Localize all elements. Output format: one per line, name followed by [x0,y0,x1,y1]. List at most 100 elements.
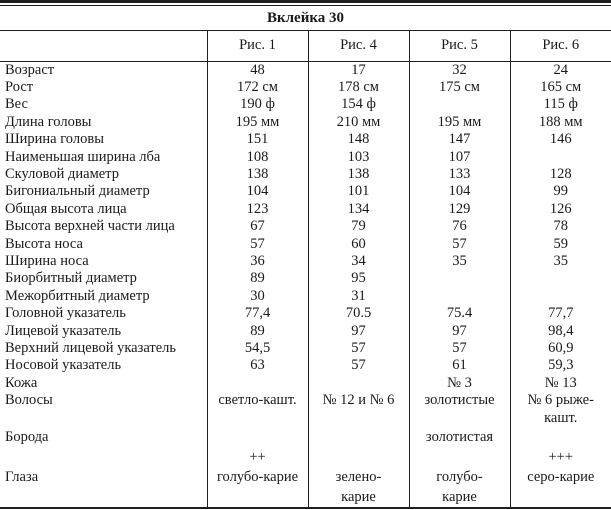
cell-fig1: 30 [206,287,308,306]
cell-fig5: 129 [408,200,510,219]
cell-fig1: 104 [206,183,308,201]
row-label: Скуловой диаметр [5,165,119,182]
cell-fig1: 67 [206,218,308,236]
row-label: Носовой указатель [5,357,122,374]
cell-fig6: 78 [509,218,611,236]
cell-fig1: 36 [206,252,308,271]
cell-fig5: 35 [408,252,510,271]
cell-fig4: 57 [307,340,409,358]
cell-fig4: 103 [307,148,409,166]
cell-fig6: 99 [509,183,611,201]
row-label: Борода [5,429,49,446]
cell-fig6: 60,9 [509,340,611,358]
cell-fig6: 188 мм [509,113,611,132]
cell-fig6: 59,3 [509,357,611,375]
cell-fig4: 79 [307,218,409,236]
table-row: Общая высота лица 123 134 129 126 [0,200,611,219]
cell-fig1: 89 [206,270,308,288]
cell-fig4: 148 [307,131,409,149]
cell-fig1: голубо-карие [206,467,308,509]
cell-fig5 [408,447,510,468]
cell-fig1: 172 см [206,78,308,97]
cell-fig6: 128 [509,165,611,184]
cell-fig1 [206,374,308,393]
cell-fig5: 107 [408,148,510,166]
cell-fig6: 165 см [509,78,611,97]
cell-fig5: 147 [408,131,510,149]
row-label: Биорбитный диаметр [5,270,137,287]
cell-fig6: 59 [509,235,611,253]
cell-fig4: № 12 и № 6 [307,392,409,428]
header-row: Рис. 1 Рис. 4 Рис. 5 Рис. 6 [0,31,611,62]
row-label: Рост [5,78,34,95]
cell-fig5: 97 [408,322,510,340]
row-label: Вес [5,96,28,113]
row-label: Наименьшая ширина лба [5,148,161,165]
table-title: Вклейка 30 [0,6,611,31]
cell-fig4: 70.5 [307,305,409,323]
cell-fig5 [408,287,510,306]
column-header-fig5: Рис. 5 [408,31,510,62]
cell-fig5: 32 [408,61,510,79]
cell-fig4: 97 [307,322,409,340]
cell-fig1: ++ [206,447,308,468]
row-label: Головной указатель [5,305,126,322]
table-row: Лицевой указатель 89 97 97 98,4 [0,322,611,340]
cell-fig1: 89 [206,322,308,340]
cell-fig1: 54,5 [206,340,308,358]
table-row: Бигониальный диаметр 104 101 104 99 [0,183,611,201]
cell-fig5: 133 [408,165,510,184]
cell-fig1: 190 ф [206,96,308,114]
cell-fig1: 138 [206,165,308,184]
table-row: Волосы светло-кашт. № 12 и № 6 золотисты… [0,392,611,428]
row-label: Верхний лицевой указатель [5,340,177,356]
table-row: Возраст 48 17 32 24 [0,61,611,79]
table-row: Борода золотистая [0,427,611,448]
row-label: Бигониальный диаметр [5,183,150,200]
cell-fig6 [509,148,611,166]
cell-fig6: +++ [509,447,611,468]
anthropometric-table: Рис. 1 Рис. 4 Рис. 5 Рис. 6 Возраст 48 1… [0,31,611,510]
cell-fig1: 151 [206,131,308,149]
row-label: Кожа [5,374,38,391]
row-label: Волосы [5,392,53,409]
cell-fig5 [408,96,510,114]
cell-fig4: 178 см [307,78,409,97]
table-row: Наименьшая ширина лба 108 103 107 [0,148,611,166]
table-row: Носовой указатель 63 57 61 59,3 [0,357,611,375]
table-row: Ширина носа 36 34 35 35 [0,252,611,271]
cell-fig1: 57 [206,235,308,253]
table-row: Головной указатель 77,4 70.5 75.4 77,7 [0,305,611,323]
cell-fig6: 77,7 [509,305,611,323]
cell-fig4: 31 [307,287,409,306]
cell-fig1: 108 [206,148,308,166]
cell-fig4: 57 [307,357,409,375]
column-header-fig1: Рис. 1 [206,31,308,62]
column-header-fig6: Рис. 6 [509,31,611,62]
cell-fig5 [408,270,510,288]
cell-fig1 [206,427,308,448]
cell-fig5: 175 см [408,78,510,97]
cell-fig5: голубо- карие [408,467,510,509]
cell-fig6: 146 [509,131,611,149]
top-double-rule [0,0,611,6]
cell-fig5: 104 [408,183,510,201]
table-row: Глаза голубо-карие зелено- карие голубо-… [0,467,611,509]
table-row: Ширина головы 151 148 147 146 [0,131,611,149]
cell-fig5: золотистая [408,427,510,448]
header-empty-cell [0,31,207,62]
row-label: Глаза [5,469,39,486]
cell-fig5: № 3 [408,374,510,393]
cell-fig4 [307,427,409,448]
cell-fig4: 17 [307,61,409,79]
cell-fig6: 126 [509,200,611,219]
cell-fig5: 195 мм [408,113,510,132]
cell-fig6: серо-карие [509,467,611,509]
table-row: Вес 190 ф 154 ф 115 ф [0,96,611,114]
cell-fig6: № 13 [509,374,611,393]
cell-fig1: 48 [206,61,308,79]
cell-fig6: № 6 рыже- кашт. [509,392,611,428]
row-label [0,447,207,467]
cell-fig4 [307,447,409,468]
